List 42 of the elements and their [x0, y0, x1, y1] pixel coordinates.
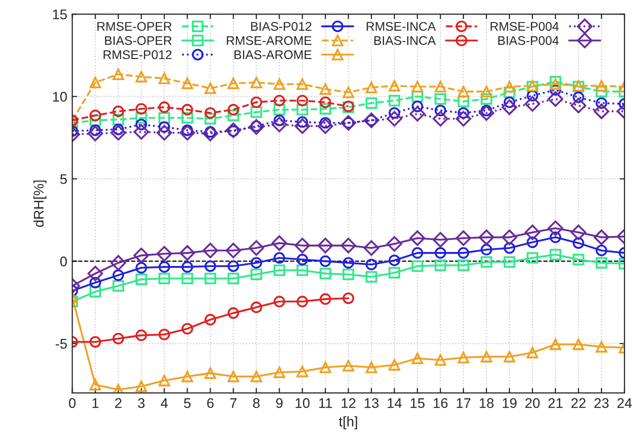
x-tick-label: 5 — [184, 398, 191, 408]
x-tick-label: 12 — [342, 398, 356, 408]
x-tick-label: 18 — [480, 398, 494, 408]
x-tick-label: 13 — [364, 398, 379, 408]
x-tick-label: 7 — [230, 398, 237, 408]
x-tick-label: 6 — [207, 398, 214, 408]
legend-label: BIAS-P012 — [251, 22, 312, 31]
x-tick-label: 11 — [319, 398, 332, 408]
legend-label: BIAS-OPER — [105, 36, 172, 45]
y-tick-label: 15 — [53, 10, 67, 20]
legend-label: RMSE-P012 — [104, 50, 172, 60]
y-tick-label: 10 — [53, 92, 67, 102]
x-tick-label: 20 — [525, 398, 540, 408]
legend-label: BIAS-P004 — [498, 36, 559, 45]
x-tick-label: 1 — [92, 398, 98, 408]
x-tick-label: 22 — [571, 398, 586, 408]
y-tick-label: 0 — [60, 256, 67, 266]
x-tick-label: 10 — [296, 398, 310, 408]
x-axis-title: t[h] — [338, 416, 358, 430]
x-tick-label: 15 — [410, 398, 425, 408]
legend-label: BIAS-INCA — [374, 36, 436, 45]
x-tick-label: 23 — [594, 398, 609, 408]
legend-label: RMSE-OPER — [97, 22, 172, 31]
x-tick-label: 2 — [115, 398, 122, 408]
x-tick-label: 21 — [548, 398, 563, 408]
legend-label: BIAS-AROME — [234, 50, 312, 60]
x-tick-label: 19 — [502, 398, 517, 408]
legend-label: RMSE-AROME — [226, 36, 312, 45]
x-tick-label: 17 — [456, 398, 470, 408]
x-tick-label: 8 — [253, 398, 260, 408]
x-tick-label: 9 — [276, 398, 283, 408]
legend-label: RMSE-INCA — [366, 22, 436, 31]
x-tick-label: 24 — [617, 398, 632, 408]
x-tick-label: 16 — [434, 398, 448, 408]
x-tick-label: 0 — [68, 398, 76, 408]
y-tick-label: 5 — [60, 174, 67, 184]
y-axis-title: dRH[%] — [33, 180, 46, 227]
y-tick-label: -5 — [56, 339, 67, 349]
x-tick-label: 14 — [388, 398, 402, 408]
legend-label: RMSE-P004 — [490, 22, 559, 31]
x-tick-label: 4 — [160, 398, 168, 408]
x-tick-label: 3 — [138, 398, 145, 408]
